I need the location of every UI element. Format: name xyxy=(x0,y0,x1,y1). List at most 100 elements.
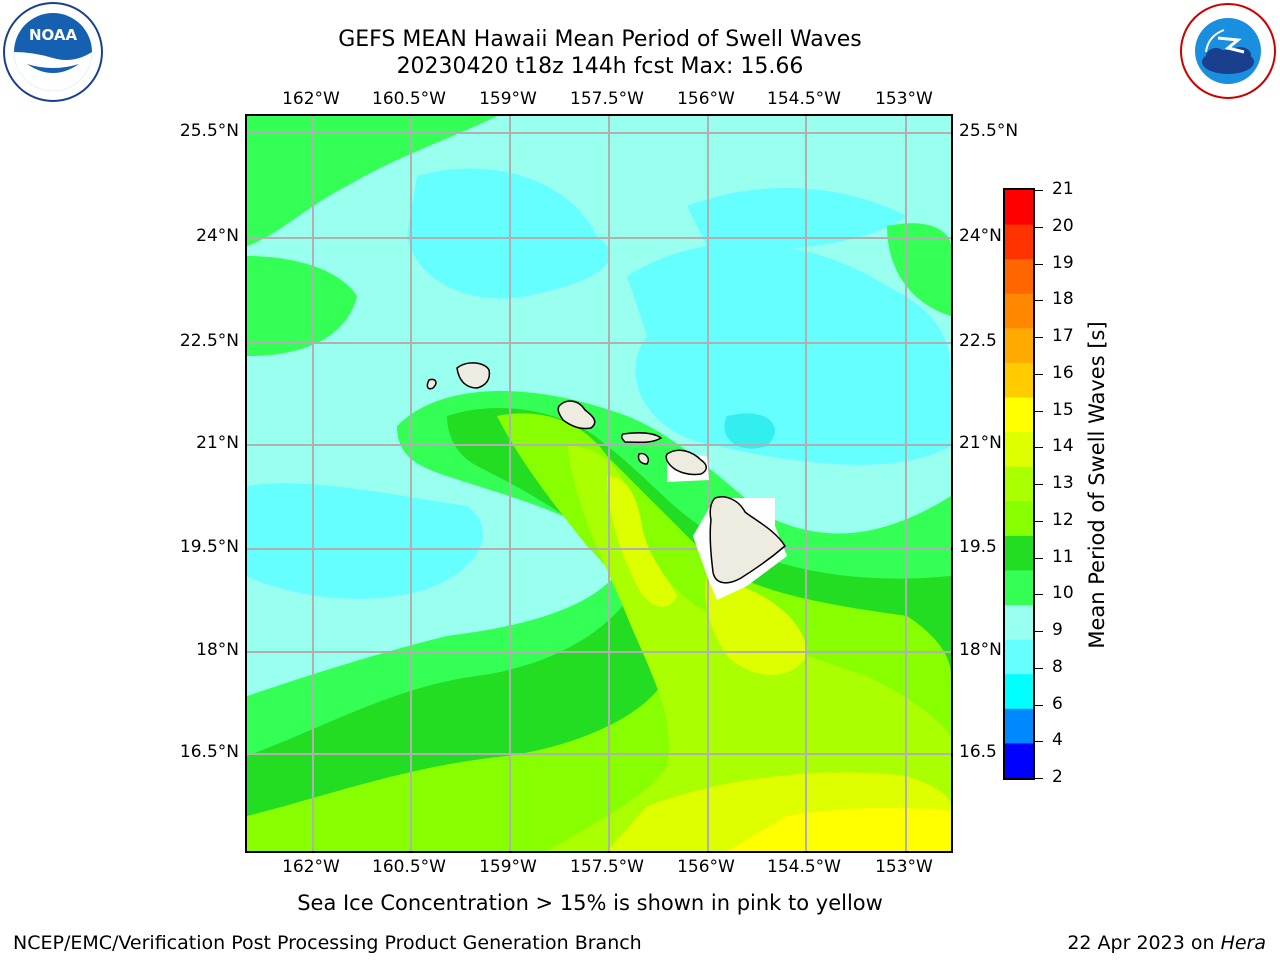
island-molokai xyxy=(620,432,663,444)
lon-label: 157.5°W xyxy=(570,857,644,877)
colorbar-tick-label: 11 xyxy=(1052,546,1074,567)
lat-label: 25.5°N xyxy=(959,121,1019,141)
lat-label: 18°N xyxy=(959,640,1002,660)
colorbar-bin xyxy=(1005,328,1033,364)
field-patch-10-11 xyxy=(247,116,497,246)
colorbar-bin xyxy=(1005,501,1033,537)
colorbar xyxy=(1003,188,1035,780)
colorbar-tick-label: 8 xyxy=(1052,656,1063,677)
colorbar-bins xyxy=(1005,190,1033,779)
colorbar-tick-label: 4 xyxy=(1052,730,1063,751)
swell-period-map xyxy=(245,114,953,853)
colorbar-tick-mark xyxy=(1035,337,1043,338)
lon-label: 157.5°W xyxy=(570,89,644,109)
lon-label: 154.5°W xyxy=(767,89,841,109)
colorbar-label: Mean Period of Swell Waves [s] xyxy=(1085,321,1109,649)
lon-label: 153°W xyxy=(875,857,933,877)
lon-label: 153°W xyxy=(875,89,933,109)
colorbar-tick-label: 18 xyxy=(1052,289,1074,310)
colorbar-tick-mark xyxy=(1035,226,1043,228)
colorbar-bin xyxy=(1005,466,1033,502)
graticule xyxy=(247,116,951,851)
machine-name: Hera xyxy=(1220,932,1266,954)
lat-label: 19.5°N xyxy=(179,537,239,557)
colorbar-tick-label: 16 xyxy=(1052,362,1074,383)
colorbar-bin xyxy=(1005,362,1033,399)
colorbar-tick-mark xyxy=(1035,300,1043,302)
colorbar-bin xyxy=(1005,224,1033,260)
lat-label: 16.5 xyxy=(959,742,997,762)
colorbar-bin xyxy=(1005,708,1033,744)
colorbar-bin xyxy=(1005,535,1033,571)
field-patch-10-11 xyxy=(247,256,357,356)
lat-label: 16.5°N xyxy=(179,742,239,762)
lat-label: 21°N xyxy=(959,433,1002,453)
colorbar-tick-mark xyxy=(1035,704,1043,706)
field-patch-8-9 xyxy=(247,483,483,599)
lon-label: 156°W xyxy=(677,89,735,109)
colorbar-bin xyxy=(1005,293,1033,329)
colorbar-tick-label: 2 xyxy=(1052,767,1063,787)
field-patch-8-9 xyxy=(407,168,611,299)
lon-label: 162°W xyxy=(282,857,340,877)
colorbar-tick-label: 12 xyxy=(1052,509,1074,530)
colorbar-bin xyxy=(1005,743,1033,779)
lon-label: 159°W xyxy=(479,89,537,109)
chart-subtitle: 20230420 t18z 144h fcst Max: 15.66 xyxy=(396,54,804,79)
colorbar-tick-mark xyxy=(1035,667,1043,669)
field-patch-14-15 xyxy=(705,576,807,675)
lat-label: 25.5°N xyxy=(179,121,239,141)
colorbar-tick-mark xyxy=(1035,484,1043,485)
colorbar-tick-label: 14 xyxy=(1052,436,1074,457)
run-date: 22 Apr 2023 on Hera xyxy=(1067,932,1266,954)
island-maui xyxy=(665,449,707,476)
colorbar-tick-mark xyxy=(1035,190,1043,191)
island-hawaii xyxy=(709,496,786,584)
colorbar-bin xyxy=(1005,639,1033,675)
lon-label: 154.5°W xyxy=(767,857,841,877)
colorbar-tick-mark xyxy=(1035,557,1043,559)
colorbar-bin xyxy=(1005,605,1033,641)
nws-logo-icon xyxy=(1180,3,1276,99)
credit-text: NCEP/EMC/Verification Post Processing Pr… xyxy=(13,932,642,954)
island-kauai xyxy=(456,362,491,389)
lon-label: 160.5°W xyxy=(372,857,446,877)
lon-label: 159°W xyxy=(479,857,537,877)
field-patch-14-15 xyxy=(607,476,677,607)
lat-label: 18°N xyxy=(196,640,239,660)
sea-ice-note: Sea Ice Concentration > 15% is shown in … xyxy=(297,891,883,915)
hawaiian-islands xyxy=(426,362,786,584)
lat-label: 24°N xyxy=(959,226,1002,246)
colorbar-bin xyxy=(1005,570,1033,606)
colorbar-tick-mark xyxy=(1035,263,1043,265)
colorbar-bin xyxy=(1005,397,1033,433)
colorbar-tick-mark xyxy=(1035,410,1043,412)
colorbar-tick-label: 15 xyxy=(1052,399,1074,420)
chart-title: GEFS MEAN Hawaii Mean Period of Swell Wa… xyxy=(338,27,862,52)
colorbar-tick-mark xyxy=(1035,741,1043,743)
noaa-logo: NOAA xyxy=(3,2,103,102)
colorbar-tick-mark xyxy=(1035,778,1043,779)
field-patch-10-11 xyxy=(887,223,951,316)
nws-logo xyxy=(1178,2,1278,100)
colorbar-tick-label: 19 xyxy=(1052,252,1074,273)
lon-label: 156°W xyxy=(677,857,735,877)
colorbar-tick-label: 9 xyxy=(1052,620,1063,640)
run-date-text: 22 Apr 2023 on xyxy=(1067,932,1221,954)
island-lanai xyxy=(637,452,650,465)
map-field xyxy=(247,116,951,851)
colorbar-bin xyxy=(1005,259,1033,295)
island-niihau xyxy=(426,378,437,390)
lon-label: 160.5°W xyxy=(372,89,446,109)
lat-label: 22.5°N xyxy=(179,331,239,351)
colorbar-tick-label: 20 xyxy=(1052,215,1074,236)
field-patch-8 xyxy=(724,413,775,449)
colorbar-tick-mark xyxy=(1035,631,1043,632)
colorbar-tick-label: 21 xyxy=(1052,179,1074,199)
colorbar-tick-mark xyxy=(1035,373,1043,375)
svg-text:NOAA: NOAA xyxy=(29,26,78,44)
island-oahu xyxy=(557,400,596,430)
colorbar-tick-mark xyxy=(1035,520,1043,522)
lat-label: 19.5 xyxy=(959,537,997,557)
lat-label: 21°N xyxy=(196,433,239,453)
